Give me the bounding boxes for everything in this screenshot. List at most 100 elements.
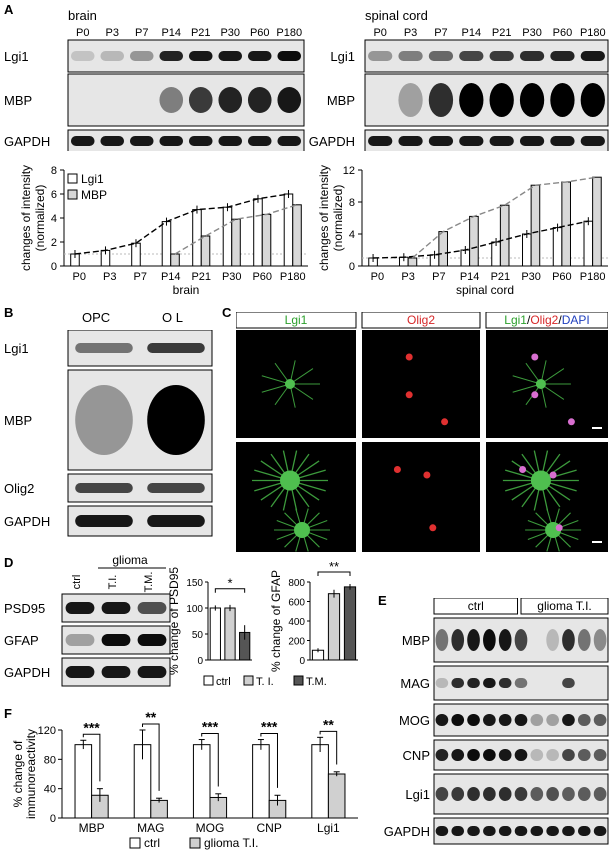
blot-band (459, 83, 484, 117)
timepoint-label: P180 (276, 27, 302, 39)
blot-band (188, 136, 213, 146)
blot-band (75, 343, 133, 353)
chart-spinal: 0 4 8 12 P0 P3 P7 P14 P21 P30 P60 P180 spinal cord ch… (317, 165, 608, 297)
x-tick-label: MOG (196, 821, 225, 835)
bar-mbp (292, 204, 302, 267)
y-tick-label: 4 (51, 213, 57, 225)
blot-band (546, 714, 559, 726)
blot-band (498, 749, 512, 761)
chart-brain: 0 2 4 6 8 P0 P3 P7 P14 P21 P30 P60 P180 brain changes … (19, 165, 308, 297)
glioma-blot (61, 625, 171, 655)
x-tick-label: P60 (552, 271, 572, 283)
bar (327, 593, 341, 661)
blot-band (65, 666, 95, 678)
y-tick-label: 0 (51, 261, 57, 273)
blot-band (562, 787, 575, 801)
legend-swatch-lgi1 (67, 173, 78, 184)
bar-ctrl (311, 744, 329, 819)
blot-band (577, 749, 591, 761)
panel-d-charts: 0 50 100 150 * % change of PSD95 0 200 400 600 800… (167, 560, 358, 688)
ol-opc-blot (67, 505, 213, 537)
blot-row-label: MBP (4, 93, 32, 108)
significance: *** (202, 719, 219, 735)
timepoint-label: P0 (373, 27, 386, 39)
blot-band (147, 515, 205, 527)
bar-mbp (469, 215, 479, 267)
blot-row-label: Olig2 (4, 481, 34, 496)
sig-bracket (82, 733, 101, 782)
blot-row-label: MOG (399, 713, 430, 728)
blot-band (489, 51, 514, 61)
timepoint-label: P0 (76, 27, 89, 39)
legend-swatch-ctrl (129, 837, 141, 849)
bar-mbp (170, 253, 180, 267)
blot-band (550, 83, 575, 117)
blot-band (483, 826, 496, 836)
x-tick-label: P3 (401, 271, 414, 283)
legend-lgi1: Lgi1 (81, 172, 104, 186)
lane-tm: T.M. (143, 572, 155, 593)
blot-band (188, 51, 213, 61)
blot-band (514, 787, 528, 801)
blot-band (435, 678, 449, 688)
nucleus (567, 418, 575, 426)
nucleus (519, 466, 527, 473)
blot-band (451, 787, 465, 801)
timepoint-label: P14 (462, 27, 482, 39)
micrograph (362, 330, 480, 438)
y-tick-label: 80 (44, 754, 56, 766)
y-axis-label: % change of GFAP (269, 570, 283, 672)
blot-band (577, 714, 591, 726)
blot-band (159, 87, 184, 113)
sig-bracket (214, 588, 246, 593)
nucleus (549, 471, 557, 479)
blot-band (137, 634, 167, 646)
b-ol-label: O L (162, 310, 183, 325)
blot-band (467, 826, 480, 836)
blot-band (100, 51, 125, 61)
blot-band (580, 83, 605, 117)
blot-row-label: MBP (4, 413, 32, 428)
y-axis-label: (normalized) (331, 185, 345, 252)
blot-row-label: MBP (402, 633, 430, 648)
bar-mbp (231, 218, 241, 267)
blot-band (137, 666, 167, 678)
x-tick-label: MBP (79, 821, 105, 835)
blot-band (435, 749, 449, 761)
timepoint-label: P14 (161, 27, 181, 39)
blot-band (546, 826, 559, 836)
blot-row-label: GAPDH (384, 824, 430, 839)
legend-swatch (243, 675, 254, 686)
blot-band (562, 629, 575, 651)
tumor-blot (433, 617, 609, 663)
cell-body (535, 379, 546, 389)
blot-band (451, 749, 465, 761)
panel-label-a: A (4, 2, 14, 17)
blot-band (489, 136, 514, 146)
blot-row-label: Lgi1 (4, 49, 29, 64)
legend-glioma: glioma T.I. (204, 836, 258, 850)
timepoint-label: P7 (135, 27, 148, 39)
blot-band (467, 749, 480, 761)
panel-label-e: E (378, 593, 387, 608)
blot-band (277, 136, 302, 146)
bar-lgi1 (192, 209, 202, 267)
blot-band (498, 826, 512, 836)
nucleus (429, 524, 437, 532)
y-tick-label: 800 (288, 578, 305, 589)
blot-band (467, 714, 480, 726)
blot-band (65, 634, 95, 646)
blot-band (147, 385, 205, 455)
blot-band (398, 51, 423, 61)
y-tick-label: 120 (38, 725, 56, 737)
blot-band (147, 343, 205, 353)
spinal-blot (364, 129, 609, 151)
legend-swatch-mbp (67, 189, 78, 200)
blot-band (218, 51, 243, 61)
bar-lgi1 (583, 220, 594, 267)
y-tick-label: 200 (288, 637, 305, 648)
glioma-header-box (520, 598, 609, 615)
significance: ** (329, 560, 339, 574)
brain-title: brain (68, 8, 97, 23)
